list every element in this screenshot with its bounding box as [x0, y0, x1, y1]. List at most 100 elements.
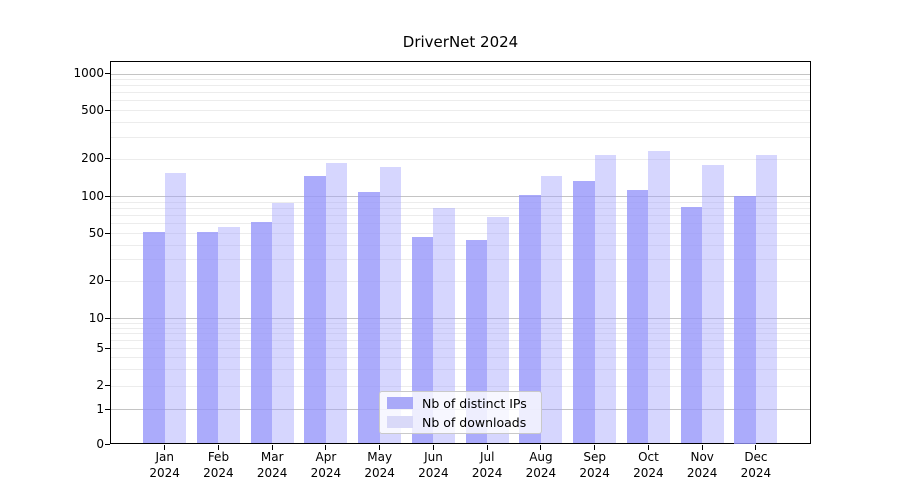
gridline-2 — [111, 385, 810, 387]
bar-downloads-mar-2024 — [272, 202, 294, 444]
gridline-5 — [111, 348, 810, 349]
x-tick-aug-2024 — [540, 445, 542, 450]
gridline-6 — [111, 340, 810, 342]
x-tick-label-may-2024: May 2024 — [364, 450, 395, 480]
y-tick-label-20: 20 — [88, 273, 104, 287]
gridline-10 — [111, 318, 810, 319]
bar-downloads-aug-2024 — [540, 176, 563, 444]
gridline-3 — [111, 368, 810, 370]
y-tick-2 — [105, 385, 110, 386]
bar-distinct-ips-apr-2024 — [304, 175, 326, 444]
y-tick-label-10: 10 — [88, 310, 104, 325]
gridline-30 — [111, 259, 810, 261]
x-tick-oct-2024 — [647, 445, 649, 450]
y-tick-100 — [105, 195, 110, 197]
bar-downloads-jan-2024 — [164, 173, 187, 444]
bar-downloads-may-2024 — [379, 166, 402, 444]
bar-downloads-apr-2024 — [325, 162, 348, 444]
y-tick-10 — [105, 317, 110, 319]
legend-label-downloads: Nb of downloads — [422, 414, 527, 430]
legend-swatch-distinct-ips — [387, 397, 413, 409]
x-tick-label-nov-2024: Nov 2024 — [686, 450, 718, 480]
gridline-80 — [111, 207, 810, 209]
x-tick-label-feb-2024: Feb 2024 — [203, 450, 234, 480]
gridline-400 — [111, 121, 810, 123]
gridline-1000 — [111, 73, 810, 75]
bar-downloads-dec-2024 — [755, 154, 778, 444]
y-tick-label-50: 50 — [88, 225, 104, 240]
gridline-700 — [111, 92, 810, 94]
bar-distinct-ips-feb-2024 — [196, 231, 219, 444]
gridline-20 — [111, 280, 810, 282]
x-tick-apr-2024 — [325, 445, 327, 450]
bar-distinct-ips-sep-2024 — [573, 180, 595, 444]
gridline-200 — [111, 158, 810, 160]
x-tick-jun-2024 — [432, 445, 434, 450]
x-tick-label-aug-2024: Aug 2024 — [525, 450, 557, 480]
gridline-60 — [111, 223, 810, 225]
gridline-600 — [111, 100, 810, 102]
bar-downloads-sep-2024 — [594, 155, 617, 444]
bar-distinct-ips-jan-2024 — [143, 231, 165, 444]
bar-distinct-ips-aug-2024 — [519, 194, 541, 444]
x-tick-dec-2024 — [755, 445, 757, 450]
x-tick-label-sep-2024: Sep 2024 — [579, 450, 610, 480]
y-tick-5 — [105, 347, 110, 349]
x-tick-label-jul-2024: Jul 2024 — [471, 450, 503, 480]
legend-item-downloads: Nb of downloads — [387, 414, 534, 430]
x-tick-jul-2024 — [486, 445, 488, 450]
x-tick-label-jun-2024: Jun 2024 — [418, 450, 449, 480]
bar-distinct-ips-mar-2024 — [250, 221, 273, 444]
gridline-100 — [111, 196, 810, 197]
x-tick-sep-2024 — [594, 445, 596, 450]
legend-label-distinct-ips: Nb of distinct IPs — [422, 395, 527, 411]
gridline-9 — [111, 322, 810, 324]
y-tick-0 — [105, 444, 110, 445]
y-tick-20 — [105, 280, 110, 281]
x-tick-label-apr-2024: Apr 2024 — [310, 450, 342, 480]
bar-downloads-jul-2024 — [487, 217, 509, 444]
legend-item-distinct-ips: Nb of distinct IPs — [387, 395, 534, 411]
gridline-8 — [111, 327, 810, 329]
gridline-40 — [111, 244, 810, 246]
bar-downloads-feb-2024 — [218, 226, 240, 444]
y-tick-label-500: 500 — [81, 102, 104, 117]
bar-distinct-ips-nov-2024 — [680, 207, 703, 444]
x-tick-mar-2024 — [271, 445, 273, 450]
gridline-7 — [111, 333, 810, 335]
x-tick-label-jan-2024: Jan 2024 — [149, 450, 180, 480]
y-tick-200 — [105, 158, 110, 159]
y-tick-500 — [105, 109, 110, 111]
x-tick-may-2024 — [379, 445, 381, 450]
x-tick-feb-2024 — [217, 445, 219, 450]
bar-distinct-ips-dec-2024 — [734, 196, 756, 444]
legend-swatch-downloads — [387, 416, 413, 428]
y-tick-label-1: 1 — [96, 401, 104, 416]
gridline-70 — [111, 215, 810, 217]
y-tick-label-5: 5 — [96, 340, 104, 355]
bar-distinct-ips-oct-2024 — [626, 189, 649, 444]
y-tick-label-1000: 1000 — [73, 66, 104, 80]
gridline-4 — [111, 357, 810, 359]
y-tick-label-2: 2 — [96, 378, 104, 392]
bar-downloads-oct-2024 — [648, 151, 670, 444]
x-tick-nov-2024 — [701, 445, 703, 450]
y-tick-label-0: 0 — [96, 437, 104, 451]
plot-area — [110, 61, 811, 444]
bar-downloads-nov-2024 — [702, 165, 724, 444]
gridline-800 — [111, 85, 810, 87]
x-tick-label-mar-2024: Mar 2024 — [256, 450, 288, 480]
x-tick-label-dec-2024: Dec 2024 — [740, 450, 772, 480]
y-tick-1000 — [105, 73, 110, 74]
chart-title: DriverNet 2024 — [402, 33, 519, 51]
bar-distinct-ips-may-2024 — [358, 191, 380, 444]
y-tick-label-200: 200 — [81, 151, 104, 165]
y-tick-50 — [105, 232, 110, 234]
y-tick-label-100: 100 — [81, 188, 104, 203]
x-tick-label-oct-2024: Oct 2024 — [633, 450, 664, 480]
x-tick-jan-2024 — [164, 445, 166, 450]
gridline-900 — [111, 79, 810, 81]
gridline-500 — [111, 110, 810, 111]
bar-downloads-jun-2024 — [433, 207, 455, 444]
gridline-300 — [111, 137, 810, 139]
